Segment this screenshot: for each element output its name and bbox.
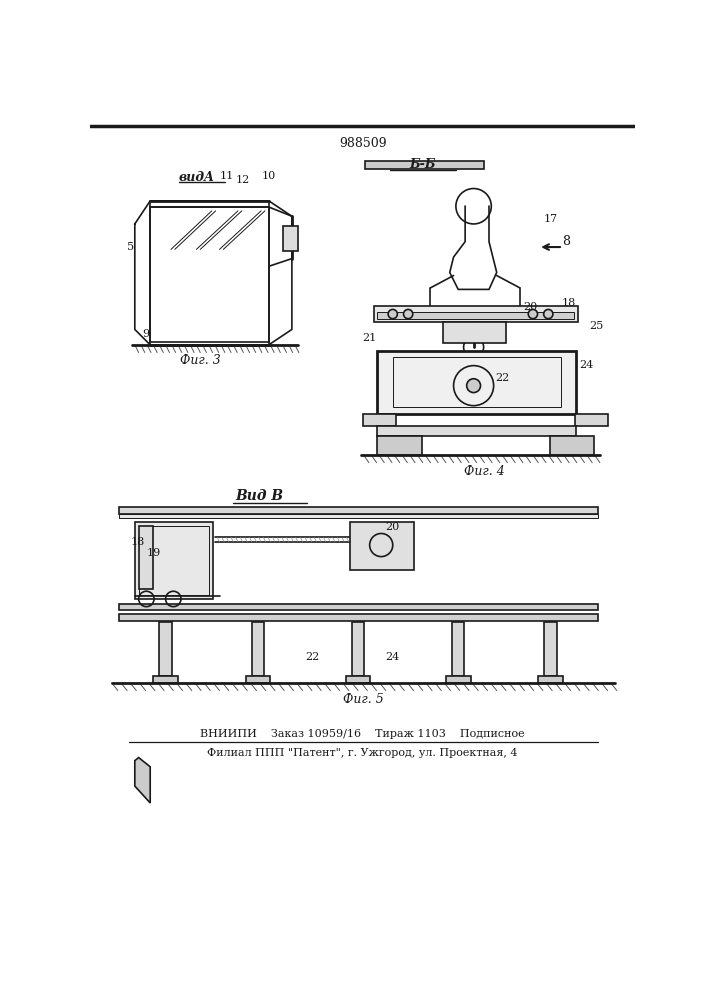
Text: 5: 5 — [127, 242, 134, 252]
Bar — [119, 507, 598, 514]
Text: 24: 24 — [580, 360, 594, 370]
Text: 20: 20 — [385, 522, 399, 532]
Circle shape — [388, 309, 397, 319]
Bar — [119, 514, 598, 518]
Text: 18: 18 — [131, 537, 145, 547]
Bar — [443, 322, 506, 343]
Bar — [160, 622, 172, 676]
Bar — [378, 426, 576, 436]
Circle shape — [467, 379, 481, 393]
Text: 11: 11 — [220, 171, 234, 181]
Bar — [538, 676, 563, 683]
Bar — [575, 414, 607, 426]
Text: 25: 25 — [590, 321, 604, 331]
Text: 10: 10 — [262, 171, 276, 181]
Text: 8: 8 — [562, 235, 570, 248]
Text: 12: 12 — [235, 175, 250, 185]
Text: Фиг. 5: Фиг. 5 — [343, 693, 384, 706]
Text: 988509: 988509 — [339, 137, 387, 150]
Text: ВНИИПИ    Заказ 10959/16    Тираж 1103    Подписное: ВНИИПИ Заказ 10959/16 Тираж 1103 Подписн… — [200, 729, 525, 739]
Bar — [346, 676, 370, 683]
Circle shape — [404, 309, 413, 319]
Bar — [378, 436, 422, 455]
Text: Б-Б: Б-Б — [409, 158, 436, 171]
Bar — [363, 414, 396, 426]
Bar — [283, 226, 298, 251]
Bar — [446, 676, 471, 683]
Bar — [378, 312, 573, 319]
Bar — [135, 522, 214, 599]
Bar — [544, 622, 557, 676]
Text: 20: 20 — [523, 302, 538, 312]
Text: 22: 22 — [495, 373, 509, 383]
Text: Вид В: Вид В — [235, 489, 283, 503]
Text: Филиал ППП "Патент", г. Ужгород, ул. Проектная, 4: Филиал ППП "Патент", г. Ужгород, ул. Про… — [207, 748, 518, 758]
Text: видA: видA — [179, 171, 214, 184]
Bar — [139, 526, 209, 595]
Circle shape — [528, 309, 537, 319]
Bar — [153, 676, 178, 683]
Bar — [373, 306, 578, 322]
Bar — [150, 207, 269, 342]
Text: 21: 21 — [362, 333, 376, 343]
Bar — [139, 526, 153, 589]
Bar — [351, 522, 414, 570]
Text: 18: 18 — [562, 298, 576, 308]
Bar — [352, 622, 364, 676]
Bar — [452, 622, 464, 676]
Bar — [119, 614, 598, 620]
Text: Фиг. 4: Фиг. 4 — [464, 465, 505, 478]
Text: 19: 19 — [146, 548, 160, 558]
Bar — [550, 436, 595, 455]
Circle shape — [544, 309, 553, 319]
Bar — [365, 161, 484, 169]
Bar — [246, 676, 270, 683]
Bar — [252, 622, 264, 676]
Text: 24: 24 — [385, 652, 399, 662]
Text: 17: 17 — [544, 214, 558, 224]
Text: Фиг. 3: Фиг. 3 — [180, 354, 221, 367]
Polygon shape — [135, 758, 150, 803]
Text: 9: 9 — [142, 329, 149, 339]
Bar — [119, 604, 598, 610]
Bar — [393, 357, 561, 407]
Text: 22: 22 — [305, 652, 319, 662]
Bar — [378, 351, 576, 414]
